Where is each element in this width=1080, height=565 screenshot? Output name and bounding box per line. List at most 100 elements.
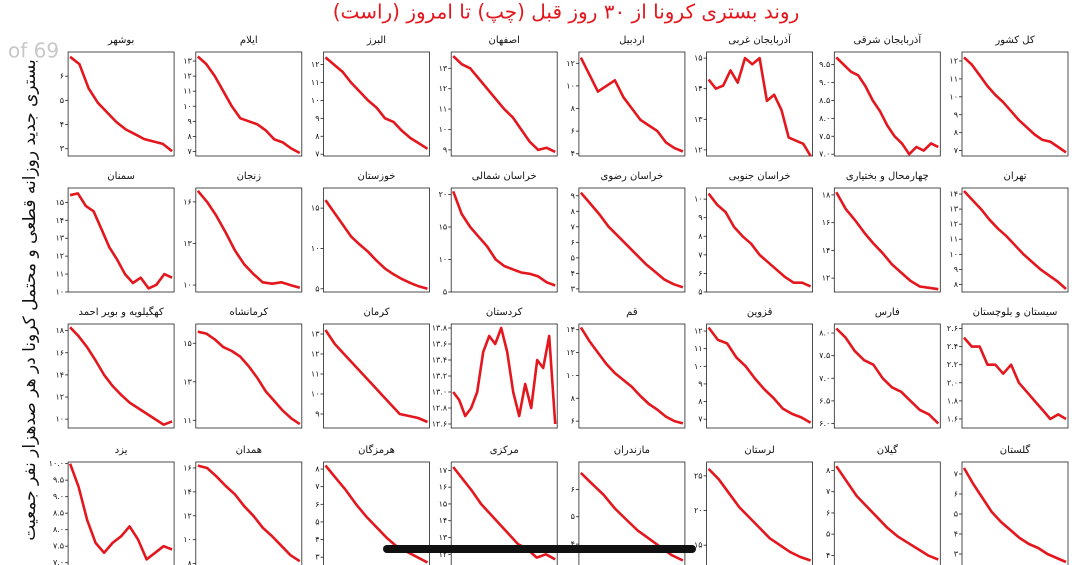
panel-frame: [323, 323, 430, 429]
panel-frame: [578, 461, 686, 565]
panel-frame: [706, 461, 813, 565]
trend-line: [451, 190, 556, 287]
y-tick-label: ۷.۵: [819, 351, 830, 360]
y-tick-label: ۱.۶: [947, 414, 958, 423]
y-tick-label: ۱۰: [311, 390, 320, 399]
panel-title: کرمان: [363, 307, 389, 318]
panel-frame: [833, 461, 941, 565]
trend-line: [963, 190, 1067, 290]
y-tick-label: ۵: [443, 288, 447, 297]
panel-frame: [323, 461, 430, 565]
y-tick-label: ۵: [826, 530, 830, 539]
panel-title: تهران: [1003, 171, 1026, 182]
y-tick-label: ۸: [698, 232, 703, 241]
trend-line: [324, 464, 429, 564]
y-tick-label: ۱۲: [183, 511, 192, 520]
y-tick-label: ۱۳: [949, 205, 958, 214]
y-tick-label: ۲.۰: [947, 378, 958, 387]
y-tick-label: ۱۴: [949, 190, 958, 199]
panel-frame: [961, 323, 1069, 429]
y-tick-label: ۱۳: [311, 330, 320, 339]
y-tick-label: ۹: [954, 265, 958, 274]
y-tick-label: ۹.۵: [819, 60, 830, 69]
trend-line: [835, 56, 939, 156]
trend-line: [69, 55, 173, 153]
y-tick-label: ۱۰: [694, 362, 703, 371]
y-tick-label: ۱۴: [439, 516, 448, 525]
y-tick-label: ۱۳: [439, 64, 448, 73]
y-tick-label: ۱۰: [183, 102, 192, 111]
y-tick-label: ۱۳: [439, 533, 448, 542]
trend-line: [835, 327, 940, 425]
y-tick-label: ۱۲: [439, 550, 448, 559]
trend-line: [707, 56, 812, 157]
y-tick-label: ۸: [826, 466, 831, 475]
trend-line: [197, 330, 301, 426]
y-tick-label: ۳: [60, 144, 65, 153]
page-indicator: of 69: [8, 39, 59, 63]
y-tick-label: ۸: [954, 128, 959, 137]
y-tick-label: ۱۰: [566, 81, 575, 90]
y-tick-label: ۱۱: [183, 416, 192, 425]
panel-frame: [450, 461, 558, 565]
y-tick-label: ۱۱: [56, 270, 65, 279]
y-tick-label: ۱۶: [56, 348, 65, 357]
panel-title: بوشهر: [107, 35, 134, 46]
y-tick-label: ۵: [315, 284, 319, 293]
y-tick-label: ۲۵: [694, 471, 703, 480]
y-tick-label: ۶: [571, 127, 575, 136]
y-tick-label: ۱۲.۸: [432, 404, 448, 413]
panel-title: قم: [626, 307, 638, 318]
panel-frame: [706, 323, 813, 429]
y-tick-label: ۱۰: [311, 244, 320, 253]
y-tick-label: ۳: [315, 553, 320, 562]
y-tick-label: ۱۳: [183, 57, 192, 66]
y-tick-label: ۴: [60, 120, 64, 129]
y-tick-label: ۷: [315, 150, 320, 159]
panel-title: یزد: [115, 445, 128, 456]
trend-line: [835, 191, 939, 291]
y-tick-label: ۶: [571, 485, 575, 494]
panel-title: خراسان شمالی: [472, 171, 537, 182]
panel-frame: [323, 187, 430, 293]
panel-title: کرمانشاه: [229, 307, 268, 318]
y-tick-label: ۳: [954, 550, 959, 559]
trend-line: [452, 55, 556, 154]
y-tick-label: ۱۰: [694, 195, 703, 204]
y-tick-label: ۱۲: [311, 350, 320, 359]
panel-frame: [323, 51, 430, 157]
y-tick-label: ۷: [698, 415, 703, 424]
panel-frame: [961, 187, 1069, 293]
y-tick-label: ۱۲: [822, 274, 831, 283]
panel-frame: [67, 187, 175, 293]
y-tick-label: ۱۰: [183, 281, 192, 290]
y-tick-label: ۱۳: [183, 377, 192, 386]
y-tick-label: ۱۰: [439, 125, 448, 134]
trend-line: [962, 467, 1067, 564]
y-tick-label: ۹: [443, 145, 447, 154]
panel-frame: [961, 51, 1069, 157]
y-tick-label: ۱۵: [56, 198, 65, 207]
panel-title: اصفهان: [489, 35, 520, 46]
panel-title: هرمزگان: [358, 444, 395, 456]
y-tick-label: ۱۲.۶: [432, 420, 447, 429]
y-tick-label: ۲.۶: [947, 324, 958, 333]
y-tick-label: ۸.۵: [819, 96, 830, 105]
y-tick-label: ۷: [315, 482, 320, 491]
scrollbar[interactable]: [383, 545, 696, 553]
y-tick-label: ۱۸: [822, 190, 831, 199]
panel-title: کل کشور: [994, 35, 1034, 46]
y-tick-label: ۶: [826, 508, 830, 517]
y-tick-label: ۸: [571, 207, 576, 216]
panel-frame: [67, 461, 175, 565]
y-tick-label: ۱۲: [566, 59, 575, 68]
y-tick-label: ۱۶: [183, 463, 192, 472]
y-tick-label: ۹: [571, 191, 575, 200]
panel-title: گلستان: [1000, 444, 1031, 456]
y-tick-label: ۸.۰: [53, 525, 64, 534]
trend-line: [963, 56, 1067, 154]
y-tick-label: ۸: [315, 132, 320, 141]
y-tick-label: ۸.۰: [819, 329, 830, 338]
